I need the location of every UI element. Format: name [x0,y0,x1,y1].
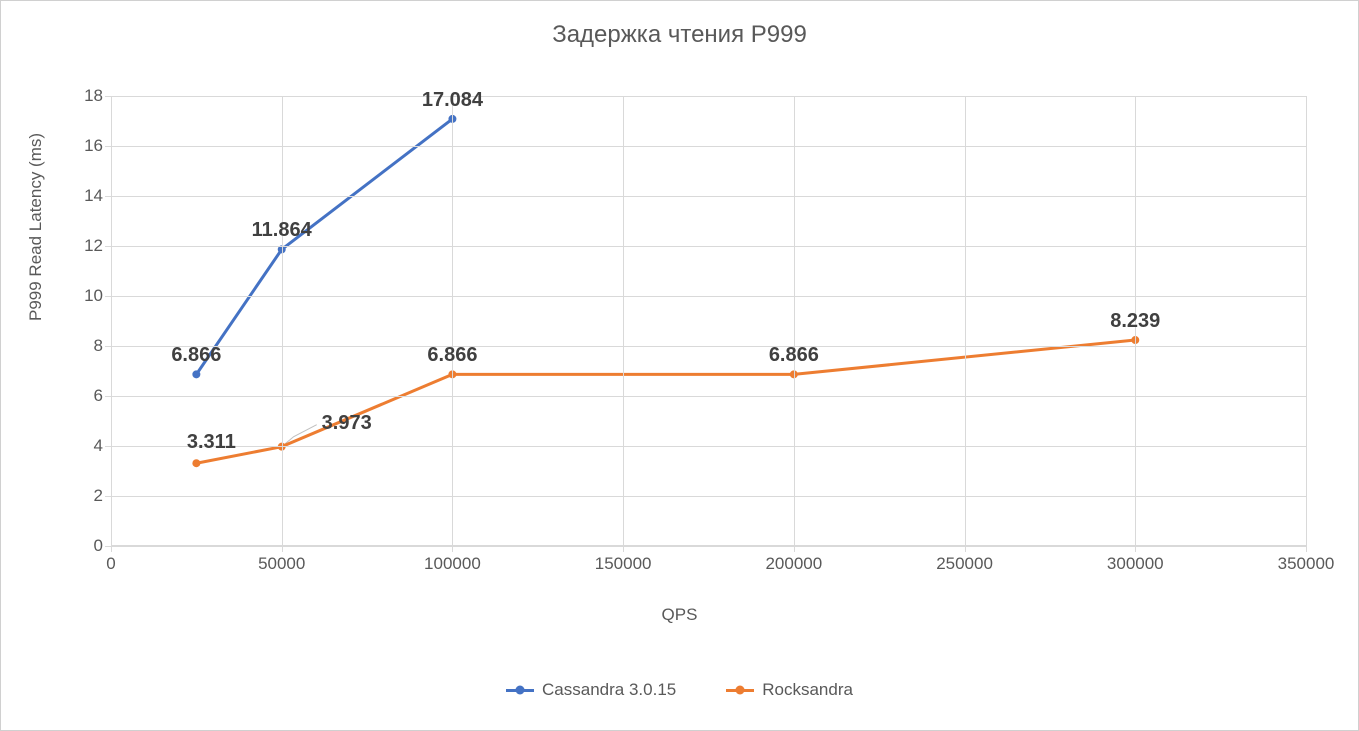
gridline-vertical [1306,96,1307,546]
gridline-horizontal [111,496,1306,497]
x-tick-label: 350000 [1278,554,1335,574]
legend-label: Cassandra 3.0.15 [542,680,676,700]
gridline-horizontal [111,396,1306,397]
gridline-vertical [965,96,966,546]
y-axis-label: P999 Read Latency (ms) [26,133,46,321]
legend-line-icon [726,689,754,692]
y-tick-label: 16 [84,136,103,156]
x-tick-label: 250000 [936,554,993,574]
data-label: 11.864 [252,219,312,242]
y-tick-label: 2 [94,486,103,506]
gridline-horizontal [111,196,1306,197]
gridline-horizontal [111,296,1306,297]
gridline-horizontal [111,246,1306,247]
y-tick-label: 14 [84,186,103,206]
x-tick-mark [452,546,453,552]
legend-marker-icon [736,686,745,695]
data-marker [192,370,200,378]
x-tick-mark [623,546,624,552]
x-axis-label: QPS [1,605,1358,625]
gridline-horizontal [111,96,1306,97]
y-axis-line [111,96,112,546]
legend-marker-icon [516,686,525,695]
gridline-horizontal [111,346,1306,347]
x-tick-mark [282,546,283,552]
legend-item: Rocksandra [726,680,853,700]
x-tick-label: 150000 [595,554,652,574]
gridline-vertical [623,96,624,546]
x-tick-mark [1135,546,1136,552]
data-marker [192,459,200,467]
gridline-horizontal [111,446,1306,447]
data-label: 3.311 [187,431,236,454]
x-tick-mark [794,546,795,552]
legend-line-icon [506,689,534,692]
gridline-horizontal [111,146,1306,147]
x-axis-line [111,545,1306,546]
y-tick-label: 6 [94,386,103,406]
y-tick-label: 10 [84,286,103,306]
x-tick-mark [965,546,966,552]
y-tick-label: 8 [94,336,103,356]
gridline-vertical [794,96,795,546]
y-tick-label: 0 [94,536,103,556]
data-label: 6.866 [769,344,819,367]
plot-area: 0246810121416180500001000001500002000002… [111,96,1306,546]
y-tick-label: 12 [84,236,103,256]
gridline-horizontal [111,546,1306,547]
y-tick-label: 18 [84,86,103,106]
x-tick-mark [1306,546,1307,552]
x-tick-label: 100000 [424,554,481,574]
data-label: 17.084 [422,89,483,112]
x-tick-label: 200000 [765,554,822,574]
x-tick-label: 50000 [258,554,305,574]
legend-label: Rocksandra [762,680,853,700]
data-label: 6.866 [427,344,477,367]
y-tick-label: 4 [94,436,103,456]
data-label: 8.239 [1110,310,1160,333]
legend: Cassandra 3.0.15 Rocksandra [1,680,1358,700]
gridline-vertical [282,96,283,546]
chart-title: Задержка чтения P999 [1,21,1358,49]
legend-item: Cassandra 3.0.15 [506,680,676,700]
chart-container: Задержка чтения P999 P999 Read Latency (… [0,0,1359,731]
data-label: 3.973 [322,412,372,435]
x-tick-label: 300000 [1107,554,1164,574]
series-line [196,340,1135,463]
x-tick-label: 0 [106,554,115,574]
data-label: 6.866 [171,344,221,367]
x-tick-mark [111,546,112,552]
gridline-vertical [452,96,453,546]
